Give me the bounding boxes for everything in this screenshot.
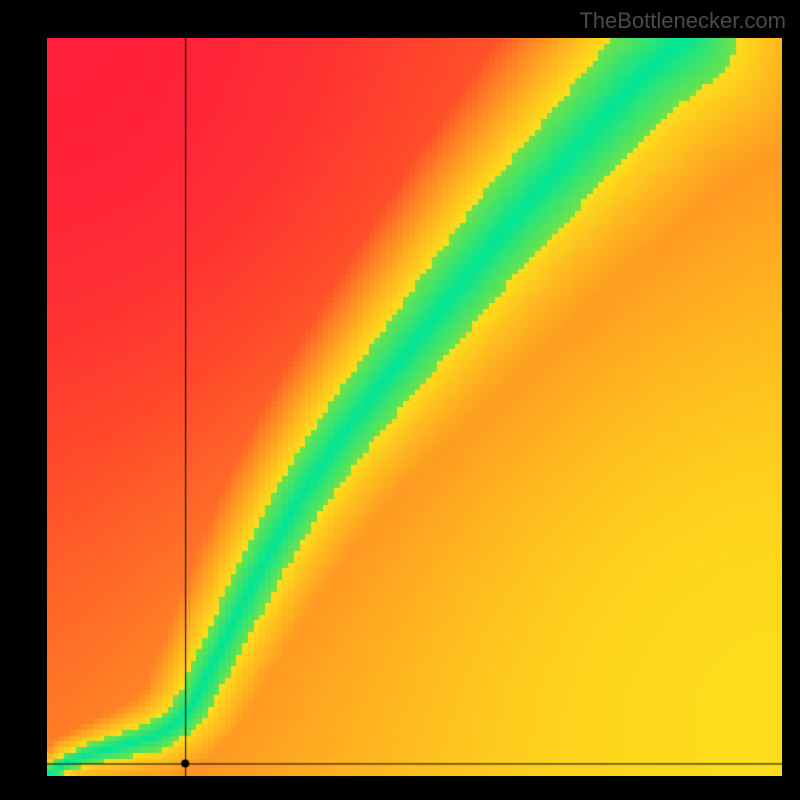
watermark-text: TheBottlenecker.com <box>579 8 786 34</box>
chart-container: TheBottlenecker.com <box>0 0 800 800</box>
heatmap-canvas <box>47 38 782 776</box>
